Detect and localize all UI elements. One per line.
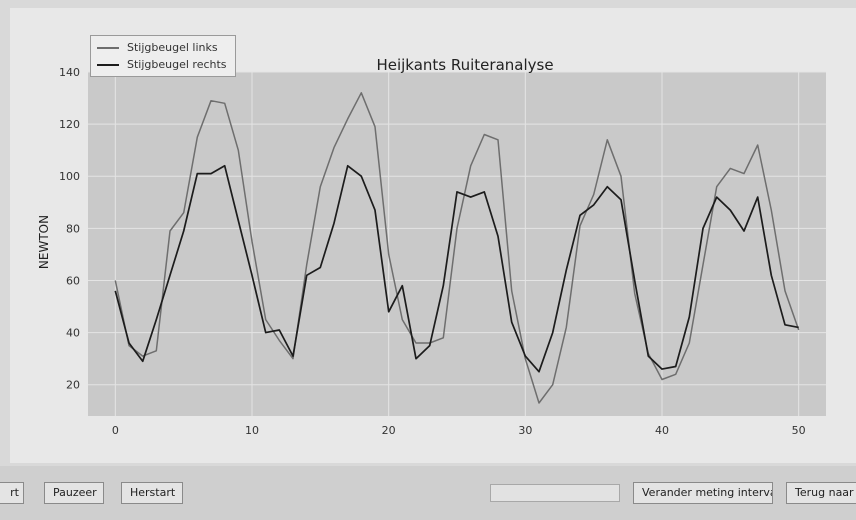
line-chart: 20 40 60 80 100 120 140 0 10 20 30 40 50 Heijkants Ru… [37,56,826,437]
legend-swatch-right [97,63,119,66]
x-tick-label: 50 [792,424,806,437]
y-tick-label: 80 [66,222,80,235]
chart-title: Heijkants Ruiteranalyse [376,56,553,74]
y-tick-label: 20 [66,379,80,392]
chart-area: 20 40 60 80 100 120 140 0 10 20 30 40 50 Heijkants Ru… [10,8,856,463]
toolbar: rt Pauzeer Herstart Verander meting inte… [0,466,856,520]
x-tick-label: 40 [655,424,669,437]
legend-label-left: Stijgbeugel links [127,41,218,54]
chart-legend: Stijgbeugel links Stijgbeugel rechts [90,35,236,77]
change-interval-button[interactable]: Verander meting intervals [633,482,773,504]
legend-swatch-left [97,46,119,49]
legend-entry-left: Stijgbeugel links [97,39,227,56]
start-button[interactable]: rt [0,482,24,504]
plot-background [88,72,826,416]
y-tick-label: 100 [59,170,80,183]
x-tick-label: 20 [382,424,396,437]
series-line-0 [114,92,800,404]
legend-label-right: Stijgbeugel rechts [127,58,227,71]
back-button[interactable]: Terug naar St [786,482,856,504]
series-line-1 [114,164,799,373]
y-axis-label: NEWTON [37,215,51,269]
y-tick-label: 40 [66,327,80,340]
y-tick-label: 60 [66,274,80,287]
x-tick-label: 30 [518,424,532,437]
legend-entry-right: Stijgbeugel rechts [97,56,227,73]
pause-button[interactable]: Pauzeer [44,482,104,504]
y-tick-label: 140 [59,66,80,79]
x-tick-label: 0 [112,424,119,437]
interval-input[interactable] [490,484,620,502]
y-tick-label: 120 [59,118,80,131]
x-tick-label: 10 [245,424,259,437]
restart-button[interactable]: Herstart [121,482,183,504]
